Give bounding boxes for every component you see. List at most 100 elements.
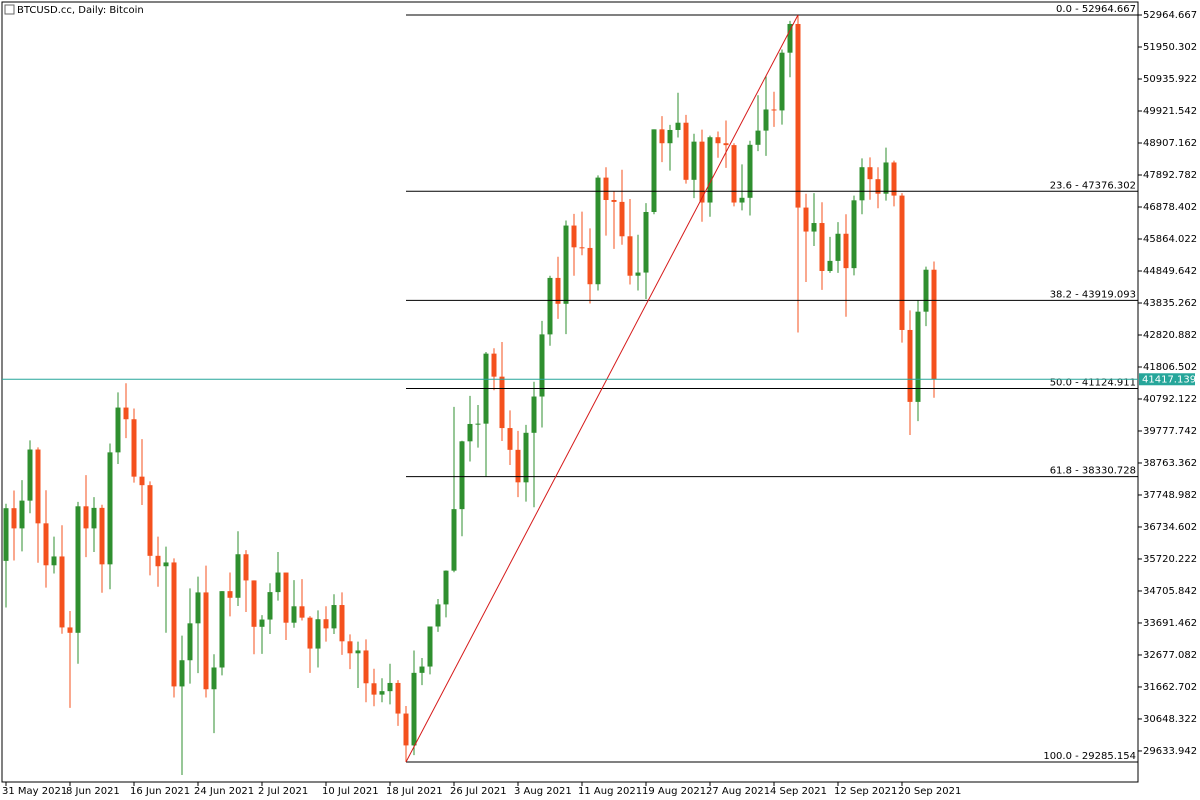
candle-body xyxy=(707,137,713,203)
y-tick-label: 47892.782 xyxy=(1143,170,1197,181)
candle-body xyxy=(491,353,497,377)
icon-box xyxy=(4,4,15,15)
y-tick-label: 37748.982 xyxy=(1143,490,1197,501)
candle-body xyxy=(883,162,889,194)
candle-body xyxy=(91,507,97,529)
x-tick-label: 19 Aug 2021 xyxy=(642,786,706,797)
candle-body xyxy=(747,144,753,198)
candle-body xyxy=(427,626,433,667)
candle-body xyxy=(619,201,625,237)
candle-body xyxy=(211,667,217,690)
y-tick-label: 32677.082 xyxy=(1143,650,1197,661)
candle-body xyxy=(227,591,233,598)
candle-body xyxy=(99,507,105,565)
candle-body xyxy=(379,691,385,695)
fib-label: 50.0 - 41124.911 xyxy=(1050,377,1136,388)
candle-body xyxy=(75,506,81,633)
candle-body xyxy=(779,52,785,111)
candle-body xyxy=(915,311,921,402)
candle-body xyxy=(11,508,17,529)
y-tick-label: 38763.362 xyxy=(1143,458,1197,469)
y-tick-label: 39777.742 xyxy=(1143,426,1197,437)
candle-body xyxy=(43,523,49,566)
candle-body xyxy=(155,555,161,567)
y-tick-label: 49921.542 xyxy=(1143,106,1197,117)
candle-body xyxy=(843,233,849,269)
candle-body xyxy=(475,423,481,425)
candle-body xyxy=(587,247,593,285)
candle-body xyxy=(627,236,633,276)
last-price-box xyxy=(1139,373,1195,386)
fib-label: 0.0 - 52964.667 xyxy=(1056,4,1136,15)
candle-body xyxy=(643,211,649,273)
candle-body xyxy=(859,167,865,201)
candle-body xyxy=(811,223,817,232)
candle-body xyxy=(251,580,257,627)
candle-body xyxy=(907,329,913,402)
candle-body xyxy=(867,167,873,180)
candle-body xyxy=(411,672,417,746)
candle-body xyxy=(731,145,737,203)
candle-body xyxy=(283,572,289,623)
candle-body xyxy=(147,485,153,556)
x-tick-label: 11 Aug 2021 xyxy=(578,786,642,797)
candle-body xyxy=(259,619,265,627)
candle-body xyxy=(371,683,377,695)
candle-body xyxy=(83,506,89,529)
candle-body xyxy=(107,452,113,565)
candle-body xyxy=(875,179,881,194)
candle-body xyxy=(459,441,465,510)
x-tick-label: 26 Jul 2021 xyxy=(450,786,507,797)
candle-body xyxy=(123,407,129,420)
candle-body xyxy=(755,130,761,145)
candle-body xyxy=(395,682,401,714)
candle-body xyxy=(635,272,641,276)
y-tick-label: 29633.942 xyxy=(1143,746,1197,757)
candle-body xyxy=(763,109,769,131)
candle-body xyxy=(291,606,297,623)
fib-label: 23.6 - 47376.302 xyxy=(1050,180,1136,191)
x-tick-label: 3 Aug 2021 xyxy=(514,786,572,797)
candle-body xyxy=(267,592,273,620)
candle-body xyxy=(715,137,721,144)
candle-body xyxy=(363,650,369,684)
candle-body xyxy=(195,592,201,624)
y-tick-label: 34705.842 xyxy=(1143,586,1197,597)
fib-label: 61.8 - 38330.728 xyxy=(1050,466,1136,477)
candle-body xyxy=(347,641,353,654)
plot-frame xyxy=(1,1,1139,783)
candle-body xyxy=(699,141,705,203)
candle-body xyxy=(683,122,689,180)
candle-body xyxy=(467,423,473,442)
candle-body xyxy=(931,269,937,380)
candle-body xyxy=(691,141,697,180)
candle-body xyxy=(851,200,857,269)
candle-body xyxy=(827,260,833,271)
candle-body xyxy=(571,225,577,248)
candle-body xyxy=(35,449,41,524)
candle-body xyxy=(523,432,529,483)
y-tick-label: 48907.162 xyxy=(1143,138,1197,149)
fib-trend-line xyxy=(405,14,799,763)
symbol-icon xyxy=(4,4,15,15)
candle-body xyxy=(795,23,801,208)
candle-body xyxy=(355,650,361,654)
x-tick-label: 12 Sep 2021 xyxy=(834,786,897,797)
y-tick-label: 31662.702 xyxy=(1143,682,1197,693)
x-tick-label: 20 Sep 2021 xyxy=(898,786,961,797)
fib-label: 38.2 - 43919.093 xyxy=(1050,289,1136,300)
candle-body xyxy=(651,129,657,212)
candle-body xyxy=(611,200,617,202)
candle-body xyxy=(787,23,793,53)
candle-body xyxy=(803,207,809,232)
last-price-label: 41417.139 xyxy=(1142,374,1196,385)
candle-body xyxy=(115,407,121,453)
x-tick-label: 27 Aug 2021 xyxy=(706,786,770,797)
candle-body xyxy=(499,376,505,429)
candle-body xyxy=(419,666,425,673)
candle-body xyxy=(667,129,673,144)
candle-body xyxy=(603,177,609,201)
candle-body xyxy=(51,556,57,566)
x-tick-label: 2 Jul 2021 xyxy=(258,786,308,797)
x-tick-label: 10 Jul 2021 xyxy=(322,786,379,797)
